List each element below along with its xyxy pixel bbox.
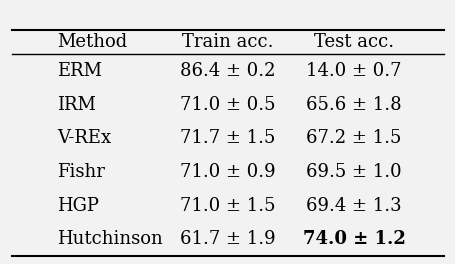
Text: 69.5 ± 1.0: 69.5 ± 1.0	[306, 163, 401, 181]
Text: 65.6 ± 1.8: 65.6 ± 1.8	[306, 96, 401, 114]
Text: V-REx: V-REx	[57, 129, 111, 148]
Text: Method: Method	[57, 33, 127, 51]
Text: 71.0 ± 1.5: 71.0 ± 1.5	[180, 197, 275, 215]
Text: 14.0 ± 0.7: 14.0 ± 0.7	[306, 62, 401, 80]
Text: Test acc.: Test acc.	[313, 33, 393, 51]
Text: HGP: HGP	[57, 197, 98, 215]
Text: 67.2 ± 1.5: 67.2 ± 1.5	[306, 129, 401, 148]
Text: 61.7 ± 1.9: 61.7 ± 1.9	[180, 230, 275, 248]
Text: 71.7 ± 1.5: 71.7 ± 1.5	[180, 129, 275, 148]
Text: Hutchinson: Hutchinson	[57, 230, 162, 248]
Text: 74.0 ± 1.2: 74.0 ± 1.2	[302, 230, 404, 248]
Text: 71.0 ± 0.9: 71.0 ± 0.9	[180, 163, 275, 181]
Text: 71.0 ± 0.5: 71.0 ± 0.5	[180, 96, 275, 114]
Text: Train acc.: Train acc.	[182, 33, 273, 51]
Text: 69.4 ± 1.3: 69.4 ± 1.3	[306, 197, 401, 215]
Text: ERM: ERM	[57, 62, 101, 80]
Text: Fishr: Fishr	[57, 163, 105, 181]
Text: IRM: IRM	[57, 96, 96, 114]
Text: 86.4 ± 0.2: 86.4 ± 0.2	[180, 62, 275, 80]
